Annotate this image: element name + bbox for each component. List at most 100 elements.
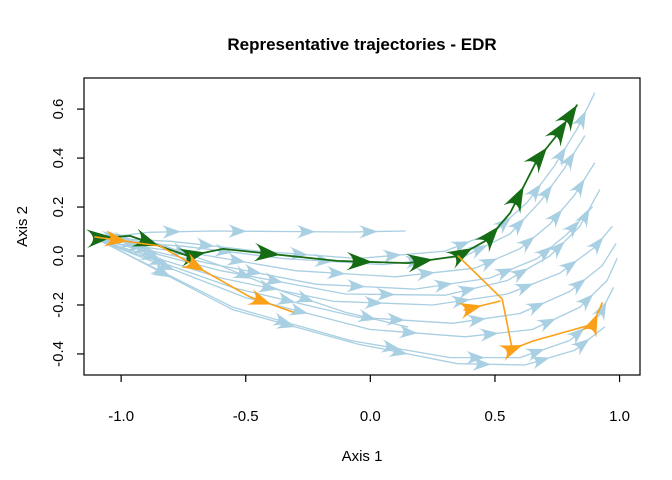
arrowhead xyxy=(554,105,577,132)
arrowhead xyxy=(363,295,383,310)
arrowhead xyxy=(415,267,436,282)
arrowhead xyxy=(570,338,590,356)
plot-title: Representative trajectories - EDR xyxy=(227,35,496,54)
trajectory-path xyxy=(108,244,606,366)
arrowhead xyxy=(546,241,565,260)
arrowhead xyxy=(557,260,578,278)
axes-layer: -1.0 -0.5 0.0 0.5 1.0 -0.4 -0.2 0.0 0.2 0.4 0.6 xyxy=(50,99,630,425)
arrowhead xyxy=(492,216,512,235)
arrowhead xyxy=(565,327,585,346)
y-tick-label: -0.2 xyxy=(50,292,67,318)
arrowhead xyxy=(456,285,477,299)
arrowhead xyxy=(398,324,418,339)
arrowhead xyxy=(550,147,566,167)
arrowhead xyxy=(213,243,234,257)
arrowhead xyxy=(575,293,594,313)
arrowhead xyxy=(326,265,346,280)
y-tick-label: 0.2 xyxy=(50,197,67,218)
arrowhead xyxy=(449,241,471,255)
x-tick-label: 0.5 xyxy=(485,408,506,425)
arrowhead xyxy=(566,278,586,296)
trajectories-layer xyxy=(86,92,618,371)
arrowhead xyxy=(515,236,535,254)
trajectory-path xyxy=(93,92,596,260)
arrowhead xyxy=(86,229,113,248)
plot-border xyxy=(83,77,641,376)
arrowhead xyxy=(477,258,498,273)
arrowhead xyxy=(513,283,534,297)
background-flow xyxy=(93,92,618,371)
arrowhead xyxy=(256,279,277,293)
arrowhead xyxy=(358,225,378,239)
arrowhead xyxy=(529,356,550,370)
y-tick-label: -0.4 xyxy=(50,341,67,367)
x-tick-label: 1.0 xyxy=(609,408,630,425)
arrowhead xyxy=(574,208,590,229)
arrowhead xyxy=(225,252,246,266)
trajectory-path xyxy=(95,162,596,278)
arrowhead xyxy=(544,209,563,229)
arrowhead xyxy=(387,343,408,357)
arrowhead xyxy=(154,256,175,271)
x-tick-label: 0.0 xyxy=(360,408,381,425)
arrowhead xyxy=(535,184,553,205)
arrowhead xyxy=(161,225,181,239)
arrowhead xyxy=(506,218,525,237)
arrowhead xyxy=(138,243,159,257)
trajectory-path xyxy=(100,240,617,324)
arrowhead xyxy=(247,289,272,305)
arrowhead xyxy=(479,328,499,342)
x-tick-label: -1.0 xyxy=(108,408,134,425)
arrowhead xyxy=(432,279,453,294)
arrowhead xyxy=(474,226,499,253)
arrowhead xyxy=(568,178,585,199)
trajectory-path xyxy=(95,206,593,290)
arrowhead xyxy=(533,246,553,264)
arrowhead xyxy=(508,268,529,284)
y-tick-label: 0.0 xyxy=(50,246,67,267)
x-tick-label: -0.5 xyxy=(233,408,259,425)
arrowhead xyxy=(523,147,548,174)
y-tick-label: 0.6 xyxy=(50,99,67,120)
arrowhead xyxy=(253,242,281,262)
arrowhead xyxy=(561,220,580,240)
arrowhead xyxy=(275,291,296,305)
arrowhead xyxy=(294,289,315,303)
arrowhead xyxy=(227,224,247,238)
arrowhead xyxy=(356,308,377,322)
arrowhead xyxy=(493,268,514,282)
arrowhead xyxy=(287,302,309,316)
x-axis-label: Axis 1 xyxy=(342,448,383,465)
arrowhead xyxy=(381,249,402,264)
arrowhead xyxy=(585,237,604,256)
arrowhead xyxy=(571,110,586,132)
arrowhead xyxy=(405,253,434,273)
y-axis-label: Axis 2 xyxy=(14,206,31,247)
arrowhead xyxy=(457,302,482,319)
arrowhead xyxy=(194,237,215,251)
trajectory-path xyxy=(93,230,406,240)
arrowhead xyxy=(503,186,524,214)
representative-trajectory-orange xyxy=(94,230,603,362)
arrowhead xyxy=(445,248,473,269)
arrowhead xyxy=(450,295,471,310)
arrowhead xyxy=(103,230,128,247)
arrowhead xyxy=(465,350,485,365)
arrowhead xyxy=(241,263,262,277)
arrowhead xyxy=(524,348,545,362)
arrowhead xyxy=(275,315,296,329)
arrowhead xyxy=(498,345,523,362)
arrowhead xyxy=(524,302,545,317)
arrowhead xyxy=(581,313,598,338)
y-tick-label: 0.4 xyxy=(50,148,67,169)
arrowhead xyxy=(472,357,492,371)
arrowhead xyxy=(346,278,366,293)
arrowhead xyxy=(346,251,373,271)
arrowhead xyxy=(558,151,575,172)
arrowhead xyxy=(263,272,284,286)
arrowhead xyxy=(231,265,252,279)
arrowhead xyxy=(150,262,171,278)
arrowhead xyxy=(544,120,567,147)
